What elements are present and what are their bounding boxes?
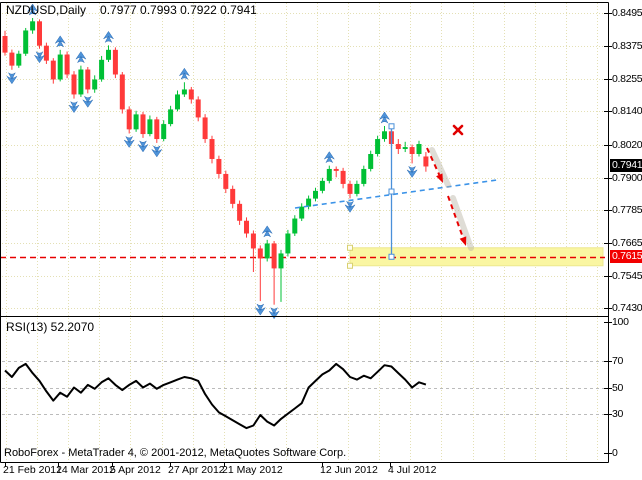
- candlestick: [99, 55, 105, 82]
- measure-line-handle[interactable]: [388, 188, 395, 195]
- fractal-down-icon: [344, 201, 356, 213]
- fractal-up-icon: [75, 51, 87, 63]
- candlestick: [195, 96, 201, 122]
- candlestick: [271, 240, 277, 305]
- fractal-up-icon: [179, 67, 190, 80]
- target-zone[interactable]: [349, 247, 604, 267]
- arrow-shadow: [450, 195, 474, 251]
- candlestick: [64, 51, 70, 79]
- candlestick: [30, 17, 36, 34]
- candlestick: [375, 135, 381, 157]
- candlestick: [9, 49, 15, 70]
- fractal-down-icon: [6, 72, 18, 85]
- candlestick: [402, 141, 408, 153]
- trendline[interactable]: [294, 179, 498, 209]
- candlestick: [416, 140, 422, 157]
- fractal-up-icon: [27, 3, 38, 16]
- candlestick: [133, 110, 139, 132]
- candlestick: [85, 67, 91, 94]
- fractal-up-icon: [54, 35, 66, 48]
- sell-arrow[interactable]: [447, 195, 467, 246]
- candlestick: [340, 167, 346, 189]
- candlestick: [2, 30, 8, 56]
- fractal-down-icon: [151, 145, 163, 158]
- candlestick: [278, 249, 284, 302]
- candlestick: [209, 135, 215, 164]
- candlestick: [368, 150, 374, 172]
- candlestick: [347, 180, 353, 199]
- candlestick: [112, 47, 118, 79]
- measure-line-handle[interactable]: [388, 123, 395, 130]
- candlestick: [216, 155, 222, 179]
- candlestick: [382, 126, 387, 142]
- candlestick: [92, 75, 98, 93]
- fractal-up-icon: [103, 30, 114, 43]
- fractal-down-icon: [82, 96, 94, 108]
- candlestick: [257, 245, 263, 302]
- candlestick: [188, 86, 194, 104]
- sell-arrow[interactable]: [426, 147, 443, 183]
- candlestick: [43, 42, 49, 64]
- candlestick: [299, 203, 305, 222]
- candlestick: [423, 152, 429, 172]
- candlestick: [181, 82, 187, 97]
- candlestick: [71, 71, 77, 99]
- candlestick: [37, 19, 42, 49]
- candlestick: [126, 106, 132, 134]
- candlestick: [140, 111, 146, 138]
- target-zone-handle[interactable]: [347, 244, 353, 251]
- fractal-down-icon: [137, 140, 149, 153]
- candlestick: [175, 90, 180, 112]
- fractal-down-icon: [123, 136, 135, 148]
- candlestick: [168, 105, 174, 127]
- candlestick: [264, 239, 270, 262]
- fractal-down-icon: [255, 303, 266, 316]
- target-zone-handle[interactable]: [347, 262, 353, 269]
- candlestick: [23, 27, 29, 56]
- candlestick: [78, 65, 84, 97]
- candlestick: [395, 139, 401, 154]
- candlestick: [202, 114, 208, 143]
- candlestick: [244, 217, 249, 238]
- candlestick: [306, 195, 312, 210]
- candlestick: [147, 115, 153, 137]
- fractal-down-icon: [268, 307, 280, 320]
- candlestick: [230, 185, 236, 209]
- candlestick: [333, 166, 339, 178]
- candlestick: [326, 165, 332, 184]
- measure-line-handle[interactable]: [388, 253, 395, 260]
- candlestick: [292, 215, 298, 236]
- candlestick: [57, 49, 63, 82]
- candlestick: [409, 144, 415, 164]
- candlestick: [319, 177, 325, 194]
- fractal-up-icon: [379, 111, 390, 124]
- vertical-measure-line[interactable]: [388, 123, 395, 260]
- arrow-shadow: [429, 147, 451, 188]
- candlestick: [313, 187, 318, 202]
- fractal-down-icon: [34, 51, 45, 64]
- candlestick: [361, 165, 367, 187]
- candlestick: [50, 58, 56, 84]
- candlestick: [354, 180, 360, 197]
- fractal-down-icon: [68, 101, 80, 114]
- candlestick: [285, 229, 291, 257]
- candlestick: [106, 45, 111, 63]
- candlestick: [223, 170, 229, 194]
- fractal-up-icon: [261, 225, 273, 238]
- rsi-line: [4, 362, 427, 430]
- x-mark-icon[interactable]: [452, 124, 464, 136]
- candlestick: [161, 120, 167, 142]
- fractal-down-icon: [406, 166, 418, 178]
- candlestick: [250, 230, 256, 273]
- fractal-up-icon: [324, 151, 335, 163]
- candlestick: [16, 50, 22, 68]
- candlestick: [237, 200, 243, 225]
- candlestick: [119, 72, 125, 114]
- candlestick: [154, 116, 160, 143]
